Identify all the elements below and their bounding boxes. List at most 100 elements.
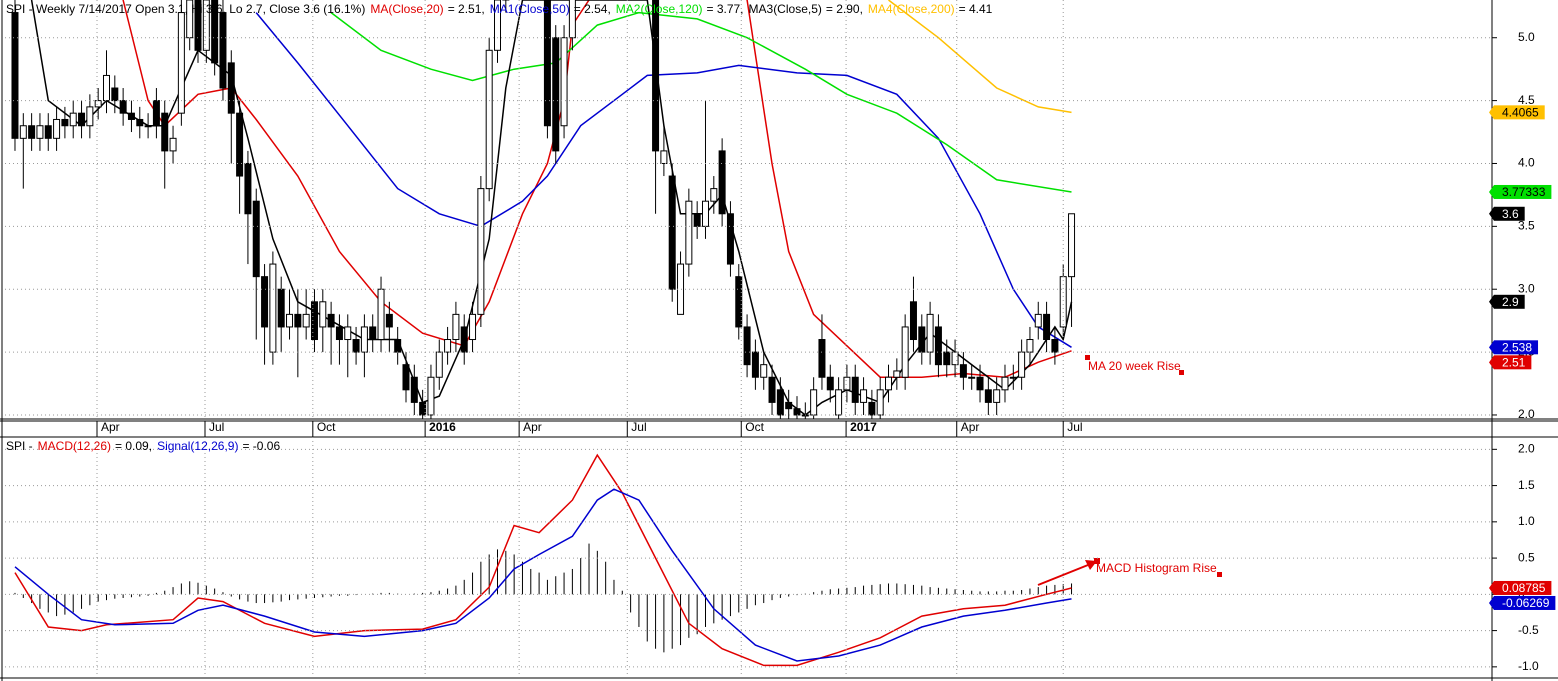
value-tag-point (1489, 595, 1494, 610)
candle-body (926, 313, 934, 353)
candle-body (835, 389, 843, 416)
candle-body (1001, 376, 1009, 391)
value-tag (1494, 206, 1525, 221)
candle-body (735, 276, 743, 328)
candle-body (369, 326, 377, 341)
value-tag (1494, 580, 1552, 595)
candle-body (402, 364, 410, 391)
annotation-handle (1085, 355, 1090, 360)
legend-value: = -0.06 (242, 439, 280, 453)
candle-body (219, 12, 227, 89)
candle-body (86, 106, 94, 127)
y-tick-label: 4.5 (1518, 93, 1535, 107)
candle-body (760, 364, 768, 378)
candle-body (959, 364, 967, 378)
candle-body (460, 326, 468, 353)
candle-body (660, 150, 668, 164)
legend-name: MA4(Close,200) (868, 2, 955, 16)
candle-body (19, 125, 27, 139)
candle-body (560, 37, 568, 127)
candle-body (269, 263, 277, 353)
candle-body (1034, 313, 1042, 328)
x-tick-label: 2016 (429, 420, 456, 434)
candle-body (885, 376, 893, 391)
y-tick-label: 5.0 (1518, 30, 1535, 44)
annotation-handle (1179, 370, 1184, 375)
series-line (330, 11, 1072, 193)
candle-body (1043, 313, 1051, 341)
plot-area (14, 453, 1073, 667)
series-line (14, 453, 1072, 667)
candle-body (710, 188, 718, 202)
candle-body (444, 339, 452, 353)
candle-body (352, 339, 360, 353)
candle-body (410, 376, 418, 403)
candle-body (485, 49, 493, 190)
candle-body (244, 162, 252, 215)
y-tick-label: 2.0 (1518, 407, 1535, 421)
candle-body (261, 276, 269, 328)
candle-body (169, 137, 177, 152)
candle-body (851, 376, 859, 403)
candle-body (568, 0, 576, 39)
candle-body (1009, 376, 1017, 379)
candle-body (211, 0, 219, 64)
candle-body (11, 12, 19, 139)
candle-body (53, 118, 61, 139)
legend-name: MA1(Close,50) (490, 2, 570, 16)
candle-body (968, 376, 976, 379)
x-tick-label: Jul (1067, 420, 1082, 434)
candle-body (319, 301, 327, 328)
value-tag (1494, 340, 1539, 355)
plot-area (11, 0, 1076, 419)
candle-body (202, 0, 210, 51)
y-tick-label: 1.0 (1518, 514, 1535, 528)
panel-header: SPI - MACD(12,26) = 0.09, Signal(12,26,9) = … (6, 439, 280, 453)
y-tick-label: 0.5 (1518, 550, 1535, 564)
value-tag-label: 4.4065 (1502, 106, 1539, 120)
value-tag (1494, 105, 1545, 120)
value-tag-point (1489, 580, 1494, 595)
y-tick-label: 2.0 (1518, 441, 1535, 455)
value-tag-label: -0.06269 (1502, 596, 1550, 610)
annotation: MACD Histogram Rise (1096, 561, 1217, 575)
x-tick-label: Jul (631, 420, 646, 434)
candle-body (277, 288, 285, 328)
candle-body (111, 87, 119, 102)
legend-name: MA(Close,20) (370, 2, 443, 16)
candle-body (810, 389, 818, 416)
annotation-handle (1217, 572, 1222, 577)
candle-body (652, 0, 660, 152)
candle-body (543, 0, 551, 127)
candle-body (36, 125, 44, 139)
value-tag-label: 3.77333 (1502, 185, 1546, 199)
candle-body (44, 125, 52, 139)
candle-body (751, 351, 759, 378)
x-tick-label: Apr (101, 420, 120, 434)
header-title: SPI - (6, 439, 33, 453)
candle-body (252, 200, 260, 278)
candle-body (294, 313, 302, 328)
candle-body (1051, 339, 1059, 353)
candle-body (693, 213, 701, 227)
candle-body (227, 62, 235, 114)
candle-body (677, 263, 685, 315)
candle-body (136, 118, 144, 127)
candle-body (768, 376, 776, 403)
candle-body (943, 351, 951, 366)
candle-body (876, 389, 884, 416)
legend-name: MA2(Close,120) (616, 2, 703, 16)
candle-body (552, 37, 560, 152)
value-tag-label: 0.08785 (1502, 581, 1546, 595)
y-tick-label: -1.0 (1518, 659, 1539, 673)
candle-body (668, 175, 676, 290)
candle-body (718, 150, 726, 215)
candle-body (934, 326, 942, 366)
candle-body (793, 408, 801, 416)
legend-value: = 2.90, (826, 2, 863, 16)
candle-body (976, 376, 984, 391)
value-tag-label: 2.538 (1502, 340, 1532, 354)
value-tag-point (1489, 340, 1494, 355)
series-line (255, 12, 1072, 348)
